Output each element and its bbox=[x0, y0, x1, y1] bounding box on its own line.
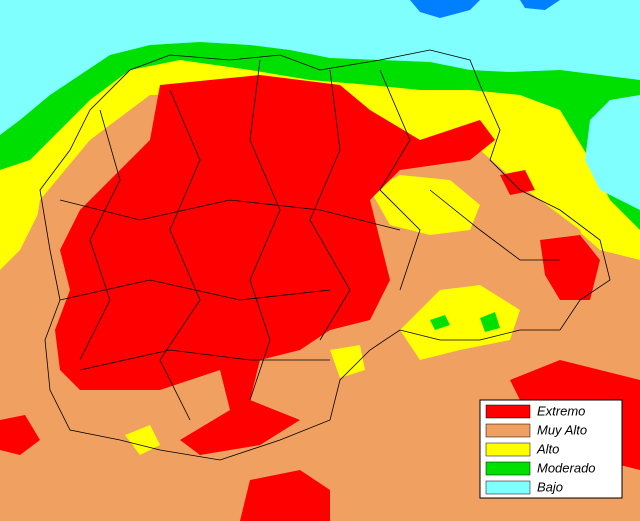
legend-label: Muy Alto bbox=[537, 422, 587, 437]
bajo-zone-east bbox=[585, 95, 640, 210]
legend-label: Extremo bbox=[537, 403, 585, 418]
legend-swatch bbox=[485, 442, 531, 457]
moderado-patch bbox=[430, 312, 500, 332]
extremo-zone bbox=[55, 75, 495, 455]
region-border bbox=[39, 49, 611, 461]
legend: Extremo Muy Alto Alto Moderado Bajo bbox=[479, 399, 623, 499]
legend-swatch bbox=[485, 461, 531, 476]
legend-swatch bbox=[485, 404, 531, 419]
alto-patch bbox=[370, 175, 480, 235]
province-border bbox=[59, 59, 560, 421]
legend-label: Moderado bbox=[537, 460, 596, 475]
legend-swatch bbox=[485, 423, 531, 438]
legend-label: Alto bbox=[536, 441, 559, 456]
legend-swatch bbox=[485, 480, 531, 495]
legend-label: Bajo bbox=[537, 479, 563, 494]
alto-patch bbox=[400, 285, 520, 360]
alto-patch bbox=[125, 345, 365, 455]
bajo-zone bbox=[0, 0, 640, 135]
sea-deep bbox=[410, 0, 560, 18]
